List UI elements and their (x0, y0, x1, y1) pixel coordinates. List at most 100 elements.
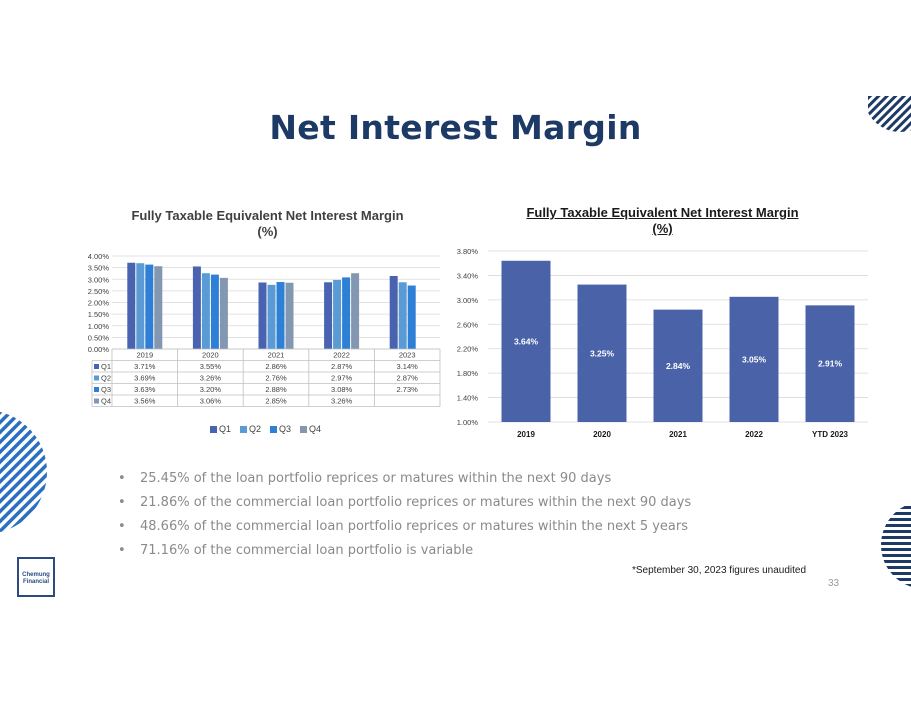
table-cell-value: 2.73% (397, 385, 419, 394)
bar-q2 (333, 279, 342, 349)
legend-swatch (300, 426, 307, 433)
quarterly-nim-chart: 0.00% 0.50% 1.00% 1.50% 2.00% 2.50% 3.00% 3.50%… (88, 252, 441, 434)
bar-q3 (407, 285, 416, 349)
table-cell-value: 3.08% (331, 385, 353, 394)
x-tick-label: 2021 (669, 430, 687, 439)
bar-q1 (127, 262, 136, 349)
table-cell-value: 2.87% (331, 362, 353, 371)
x-tick-label: YTD 2023 (812, 430, 849, 439)
y-tick-label: 1.00% (88, 322, 110, 331)
y-tick-label: 1.80% (457, 369, 479, 378)
bar-q4 (351, 273, 360, 349)
bullet-text: 48.66% of the commercial loan portfolio … (140, 519, 688, 534)
y-tick-label: 0.50% (88, 333, 110, 342)
table-cell-value: 3.56% (134, 397, 156, 406)
table-cell-value: 2.86% (265, 362, 287, 371)
y-tick-label: 2.20% (457, 345, 479, 354)
data-label: 3.64% (514, 336, 539, 346)
legend-swatch (240, 426, 247, 433)
bullet-item: • 21.86% of the commercial loan portfolio… (118, 492, 758, 516)
annual-nim-chart: 1.00% 1.40% 1.80% 2.20% 2.60% 3.00% 3.40% 3.80%… (457, 247, 868, 439)
bar-q2 (201, 273, 210, 349)
table-cell-value: 2.88% (265, 385, 287, 394)
bar (805, 305, 855, 422)
legend-swatch (210, 426, 217, 433)
bar-q1 (324, 282, 333, 349)
bar (577, 284, 627, 422)
bullet-item: • 25.45% of the loan portfolio reprices o… (118, 468, 758, 492)
x-tick-label: 2020 (593, 430, 611, 439)
x-tick-label: 2022 (333, 351, 350, 360)
legend-label: Q2 (249, 424, 261, 434)
bar (653, 309, 703, 422)
table-cell-value: 3.14% (397, 362, 419, 371)
table-cell-value: 3.71% (134, 362, 156, 371)
y-tick-label: 2.60% (457, 320, 479, 329)
left-chart-title: Fully Taxable Equivalent Net Interest Ma… (131, 208, 404, 239)
table-cell-value: 2.85% (265, 397, 287, 406)
y-tick-label: 2.00% (88, 299, 110, 308)
bar (501, 260, 551, 422)
page-title: Net Interest Margin (269, 108, 642, 147)
table-legend-swatch (94, 398, 99, 404)
bar (729, 296, 779, 422)
y-tick-label: 1.00% (457, 418, 479, 427)
bullet-marker: • (118, 495, 126, 510)
bar-q4 (154, 266, 163, 349)
right-chart-title: Fully Taxable Equivalent Net Interest Ma… (526, 205, 799, 236)
bar-q2 (267, 284, 276, 349)
y-tick-label: 3.80% (457, 247, 479, 256)
bullet-item: • 48.66% of the commercial loan portfolio… (118, 516, 758, 540)
bar-q4 (285, 282, 294, 349)
bullet-marker: • (118, 471, 126, 486)
bullet-text: 71.16% of the commercial loan portfolio … (140, 543, 474, 558)
bullet-item: • 71.16% of the commercial loan portfolio… (118, 540, 758, 564)
bar-q1 (258, 282, 267, 349)
bar-q4 (219, 277, 228, 349)
page-number: 33 (828, 578, 840, 589)
data-label: 3.05% (742, 354, 767, 364)
decorative-stripe-circle-left (0, 410, 47, 534)
table-cell-value: 3.63% (134, 385, 156, 394)
legend-label: Q1 (219, 424, 231, 434)
table-series-label: Q4 (101, 397, 111, 406)
legend-label: Q3 (279, 424, 291, 434)
x-tick-label: 2019 (136, 351, 153, 360)
y-tick-label: 4.00% (88, 252, 110, 261)
decorative-stripe-circle-top-right (868, 96, 911, 132)
y-tick-label: 1.50% (88, 310, 110, 319)
bullet-marker: • (118, 519, 126, 534)
bar-q3 (145, 264, 154, 349)
x-tick-label: 2023 (399, 351, 416, 360)
data-label: 2.84% (666, 361, 691, 371)
table-cell-value: 2.87% (397, 374, 419, 383)
decorative-stripe-circle-right (881, 501, 911, 589)
bar-q2 (398, 282, 407, 349)
x-tick-label: 2021 (268, 351, 285, 360)
table-cell-value: 3.20% (200, 385, 222, 394)
footnote: *September 30, 2023 figures unaudited (632, 565, 807, 576)
y-tick-label: 3.40% (457, 271, 479, 280)
table-cell-value: 3.26% (200, 374, 222, 383)
table-legend-swatch (94, 375, 99, 381)
bullet-text: 21.86% of the commercial loan portfolio … (140, 495, 692, 510)
bullet-list: • 25.45% of the loan portfolio reprices o… (118, 468, 758, 564)
table-cell-value: 3.06% (200, 397, 222, 406)
bar-q2 (136, 263, 145, 349)
y-tick-label: 0.00% (88, 345, 110, 354)
table-series-label: Q3 (101, 385, 111, 394)
y-tick-label: 3.00% (88, 275, 110, 284)
x-tick-label: 2019 (517, 430, 535, 439)
bar-q1 (192, 266, 201, 349)
legend-label: Q4 (309, 424, 321, 434)
y-tick-label: 3.00% (457, 296, 479, 305)
table-legend-swatch (94, 387, 99, 392)
legend-swatch (270, 426, 277, 433)
logo-line-2: Financial (22, 579, 49, 585)
table-cell-value: 3.55% (200, 362, 222, 371)
data-label: 2.91% (818, 359, 843, 369)
bar-q3 (210, 274, 219, 349)
logo-line-1: Chemung (22, 572, 50, 578)
company-logo: Chemung Financial (17, 557, 55, 597)
table-legend-swatch (94, 364, 99, 369)
